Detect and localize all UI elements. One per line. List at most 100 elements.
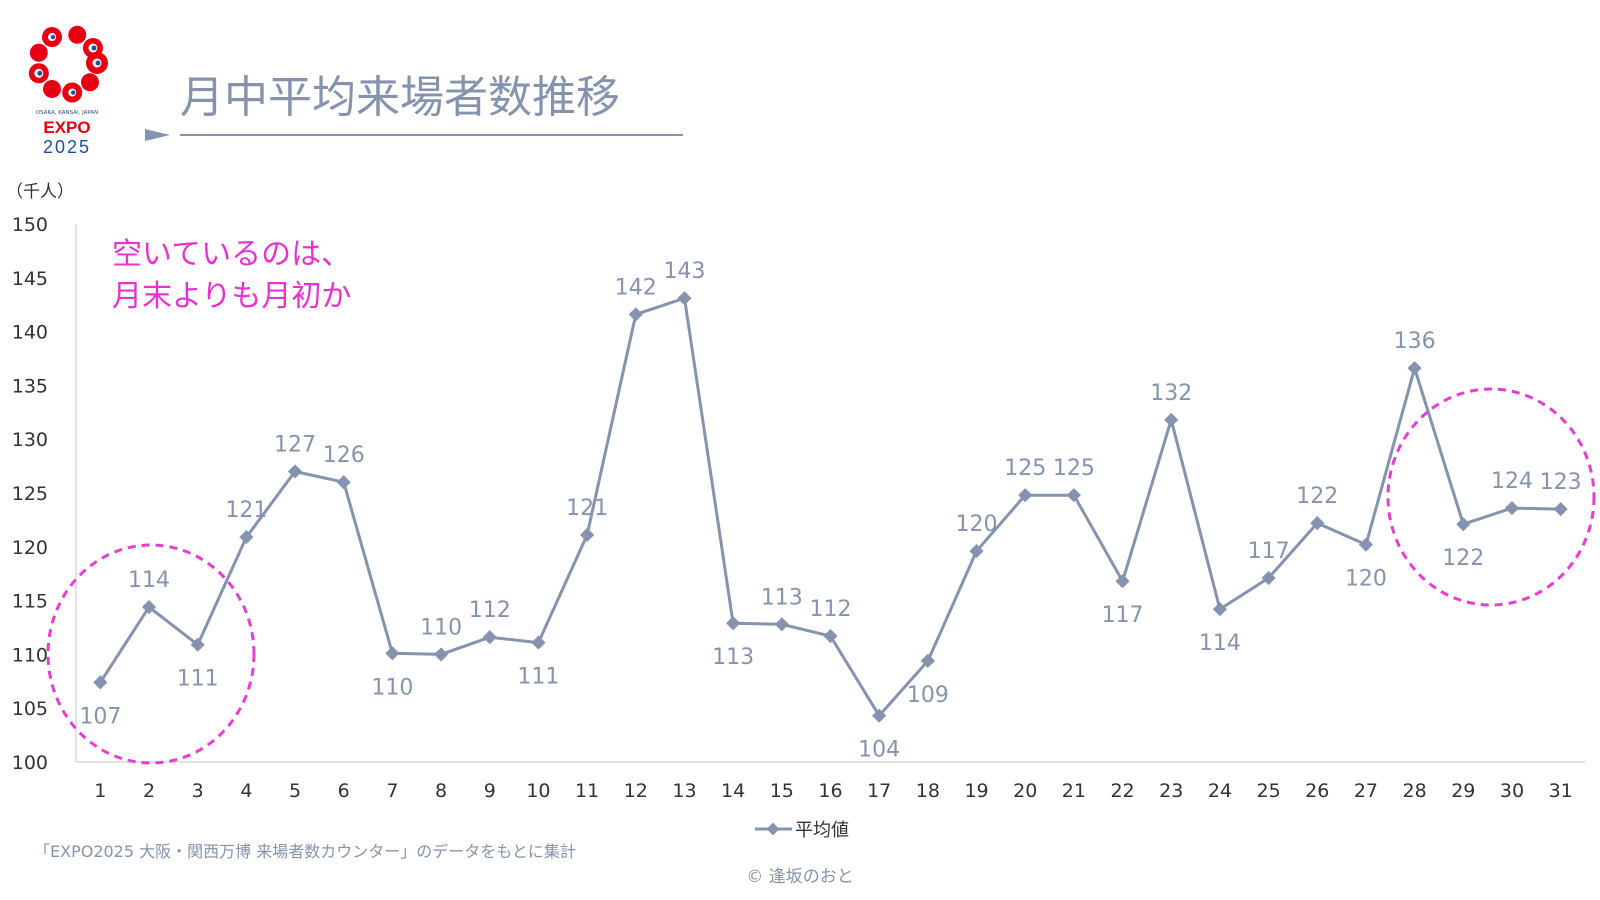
x-tick-label: 30	[1500, 780, 1524, 802]
logo-eye-pupil	[95, 60, 101, 66]
x-tick-label: 28	[1403, 780, 1427, 802]
x-tick-label: 18	[916, 780, 940, 802]
data-label: 120	[1345, 567, 1387, 592]
myaku-myaku-ring	[28, 25, 108, 103]
logo-year-text: 2025	[43, 137, 91, 157]
data-label: 107	[79, 704, 121, 729]
data-label: 117	[1248, 539, 1290, 564]
y-tick-label: 135	[12, 375, 48, 397]
data-label: 122	[1296, 484, 1338, 509]
data-point-marker	[726, 616, 741, 631]
data-point-marker	[1553, 502, 1568, 517]
data-point-marker	[823, 629, 838, 644]
logo-ring-blob	[68, 25, 87, 44]
data-label: 124	[1491, 469, 1533, 494]
y-tick-label: 115	[12, 591, 48, 613]
expo-logo: OSAKA, KANSAI, JAPAN EXPO 2025	[28, 25, 108, 157]
data-point-marker	[434, 647, 449, 662]
data-label: 117	[1102, 603, 1144, 628]
data-label: 126	[323, 443, 365, 468]
logo-small-text: OSAKA, KANSAI, JAPAN	[36, 110, 98, 116]
series-line-group	[99, 296, 1561, 718]
data-label: 136	[1394, 329, 1436, 354]
data-point-marker	[93, 675, 108, 690]
data-label: 122	[1442, 546, 1484, 571]
title-arrow-icon	[145, 129, 170, 141]
y-tick-label: 125	[12, 483, 48, 505]
data-point-marker	[482, 630, 497, 645]
x-tick-label: 14	[721, 780, 745, 802]
data-label: 132	[1150, 381, 1192, 406]
y-axis-unit: （千人）	[6, 182, 74, 202]
logo-ring-blob	[80, 73, 99, 92]
data-label: 104	[858, 738, 900, 763]
data-point-marker	[336, 475, 351, 490]
data-label: 109	[907, 683, 949, 708]
data-point-marker	[580, 527, 595, 543]
data-label: 143	[663, 259, 705, 284]
data-point-marker	[190, 637, 205, 652]
data-label: 142	[615, 275, 657, 300]
data-point-marker	[1407, 361, 1422, 376]
legend: 平均値	[755, 820, 849, 841]
data-label: 125	[1053, 456, 1095, 481]
data-point-marker	[1310, 516, 1325, 531]
logo-eye-pupil	[37, 70, 43, 76]
x-tick-label: 29	[1451, 780, 1475, 802]
data-point-marker	[1261, 570, 1276, 586]
data-point-marker	[141, 599, 157, 615]
data-label: 123	[1540, 470, 1582, 495]
logo-eye-pupil	[91, 45, 97, 51]
x-tick-label: 20	[1013, 780, 1037, 802]
logo-eye-pupil	[50, 34, 56, 40]
logo-expo-text: EXPO	[43, 118, 90, 137]
x-tick-label: 9	[484, 780, 496, 802]
y-tick-labels: 100 105 110 115 120 125 130 135 140 145 150	[12, 214, 48, 774]
data-label: 120	[956, 512, 998, 537]
x-tick-label: 27	[1354, 780, 1378, 802]
x-tick-label: 4	[240, 780, 252, 802]
data-point-marker	[1212, 602, 1227, 617]
data-label: 113	[712, 645, 754, 670]
data-point-marker	[628, 307, 643, 322]
data-point-marker	[1504, 500, 1520, 516]
data-point-marker	[677, 291, 692, 306]
series-markers-group	[93, 291, 1568, 723]
x-tick-label: 8	[435, 780, 447, 802]
x-tick-label: 2	[143, 780, 155, 802]
series-line	[99, 296, 1561, 718]
data-label: 114	[128, 568, 170, 593]
x-tick-label: 7	[386, 780, 398, 802]
title-group: 月中平均来場者数推移	[145, 72, 683, 141]
x-tick-label: 25	[1257, 780, 1281, 802]
data-label: 110	[420, 615, 462, 640]
data-point-marker	[531, 635, 546, 650]
data-label: 110	[371, 675, 413, 700]
x-tick-label: 1	[94, 780, 106, 802]
x-tick-label: 3	[192, 780, 204, 802]
y-tick-label: 120	[12, 537, 48, 559]
logo-eye-pupil	[71, 90, 76, 95]
x-tick-label: 17	[867, 780, 891, 802]
y-tick-label: 100	[12, 752, 48, 774]
page-title: 月中平均来場者数推移	[180, 72, 620, 123]
data-point-marker	[1358, 537, 1374, 552]
x-tick-label: 22	[1110, 780, 1134, 802]
credit-note: © 逢坂のおと	[746, 867, 853, 887]
x-tick-label: 15	[770, 780, 794, 802]
x-tick-label: 19	[964, 780, 988, 802]
x-tick-label: 24	[1208, 780, 1232, 802]
source-note: 「EXPO2025 大阪・関西万博 来場者数カウンター」のデータをもとに集計	[34, 842, 576, 861]
highlight-circle-end	[1386, 387, 1596, 607]
data-label: 114	[1199, 631, 1241, 656]
data-label: 121	[566, 496, 608, 521]
y-tick-label: 110	[12, 644, 48, 666]
y-tick-label: 150	[12, 214, 48, 236]
x-tick-label: 16	[818, 780, 842, 802]
x-tick-label: 23	[1159, 780, 1183, 802]
data-label: 127	[274, 432, 316, 457]
x-tick-label: 11	[575, 780, 599, 802]
x-tick-label: 31	[1549, 780, 1573, 802]
y-tick-label: 140	[12, 322, 48, 344]
